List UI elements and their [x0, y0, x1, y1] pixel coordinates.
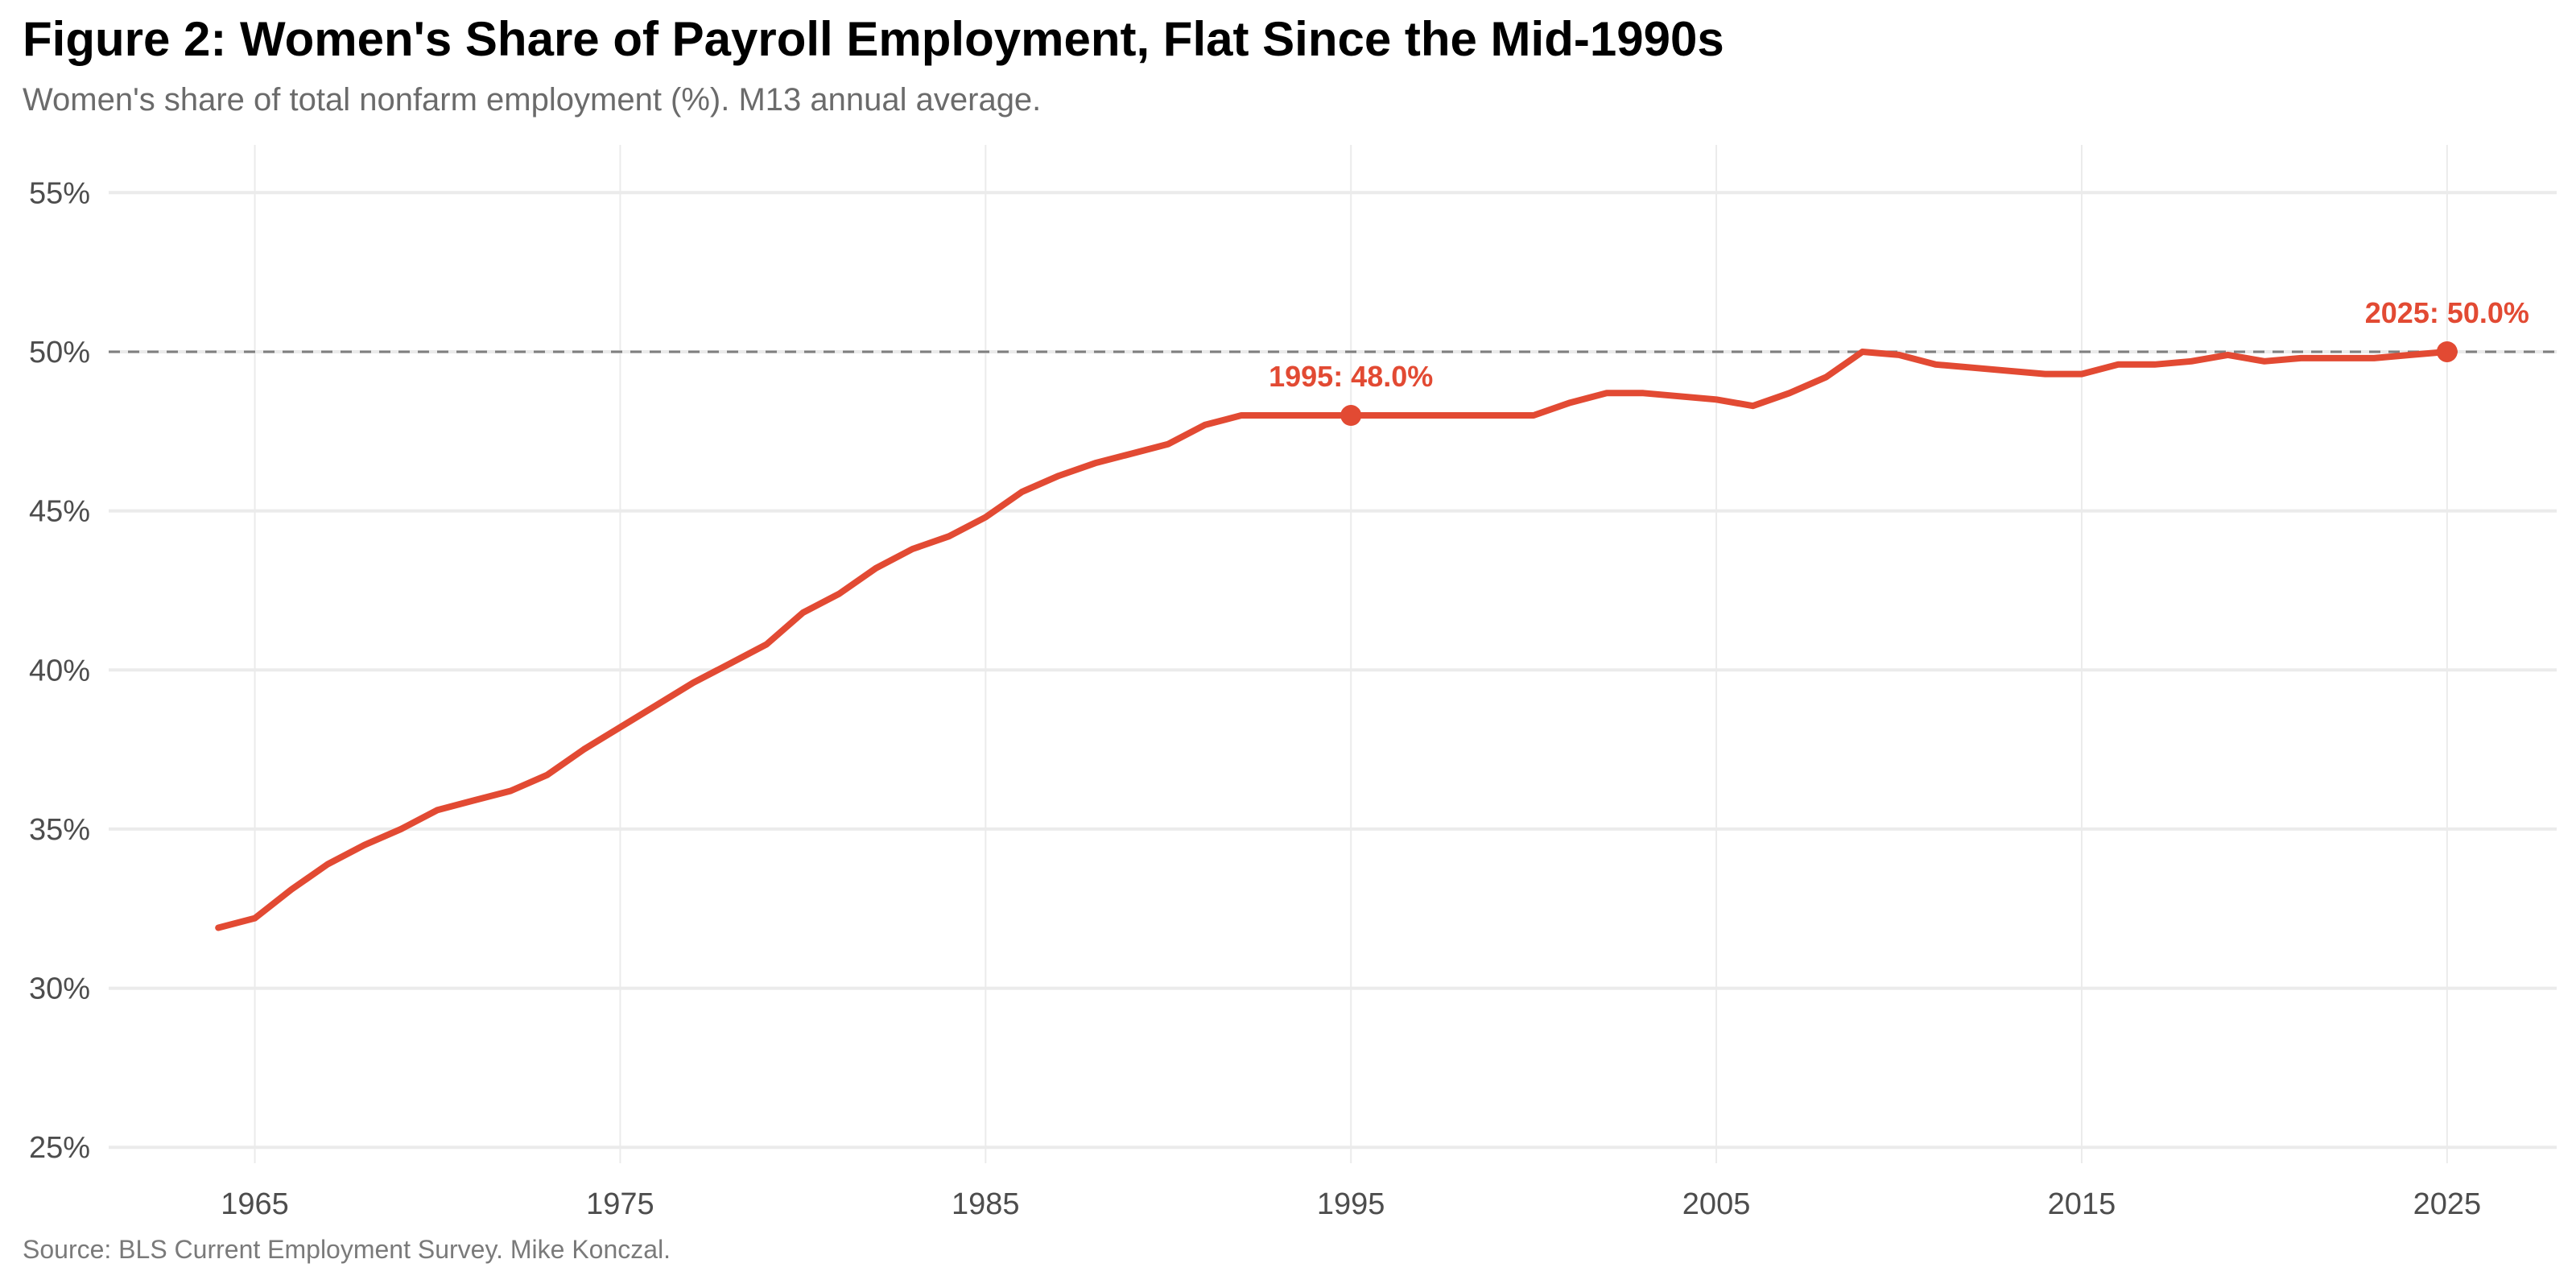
y-tick-label: 50% [29, 336, 90, 369]
series-line [215, 349, 2450, 931]
y-tick-label: 55% [29, 176, 90, 210]
x-tick-label: 1965 [221, 1187, 289, 1221]
y-tick-label: 25% [29, 1131, 90, 1165]
chart-caption: Source: BLS Current Employment Survey. M… [23, 1235, 671, 1264]
x-axis-ticks: 1965 1975 1985 1995 2005 2015 2025 [221, 1187, 2481, 1221]
x-tick-label: 1995 [1317, 1187, 1385, 1221]
annotation-label: 2025: 50.0% [2365, 296, 2529, 329]
y-tick-label: 45% [29, 495, 90, 529]
y-tick-label: 40% [29, 654, 90, 687]
y-tick-label: 35% [29, 813, 90, 847]
chart-title: Figure 2: Women's Share of Payroll Emplo… [23, 12, 1724, 66]
annotation-points: 1995: 48.0% 2025: 50.0% [1269, 296, 2529, 427]
annotation-label: 1995: 48.0% [1269, 360, 1433, 393]
y-tick-label: 30% [29, 972, 90, 1006]
series-group [215, 349, 2450, 931]
x-gridlines [254, 145, 2448, 1163]
x-tick-label: 1985 [952, 1187, 1020, 1221]
annotation-point [1340, 405, 1362, 427]
chart-subtitle: Women's share of total nonfarm employmen… [23, 82, 1042, 118]
x-tick-label: 2025 [2413, 1187, 2482, 1221]
x-tick-label: 1975 [586, 1187, 654, 1221]
y-gridlines [109, 191, 2557, 1150]
annotation-point [2436, 341, 2458, 362]
y-axis-ticks: 25% 30% 35% 40% 45% 50% 55% [29, 176, 90, 1165]
x-tick-label: 2015 [2048, 1187, 2116, 1221]
x-tick-label: 2005 [1682, 1187, 1751, 1221]
